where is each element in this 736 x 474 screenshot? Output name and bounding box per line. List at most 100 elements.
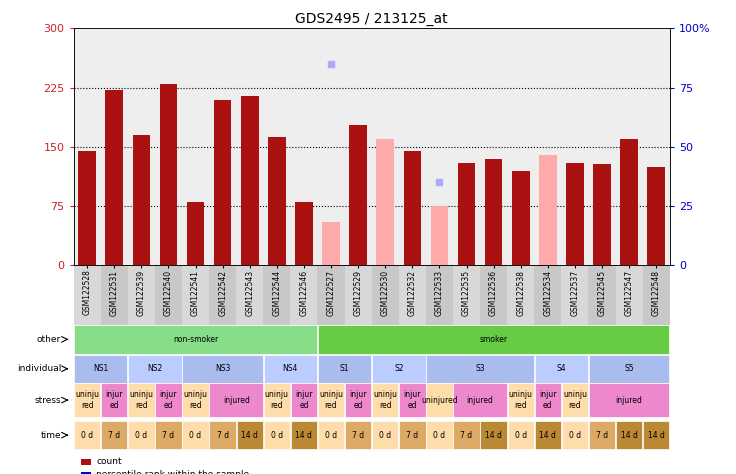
- Text: injured: injured: [616, 396, 643, 404]
- Bar: [372, 421, 398, 449]
- Bar: [183, 383, 209, 417]
- Text: 14 d: 14 d: [241, 431, 258, 439]
- Bar: [426, 383, 453, 417]
- Text: individual: individual: [17, 365, 61, 373]
- Bar: [128, 355, 182, 383]
- Text: NS3: NS3: [215, 365, 230, 373]
- Text: 7 d: 7 d: [596, 431, 608, 439]
- Bar: [128, 421, 155, 449]
- Bar: [263, 265, 291, 325]
- Text: S2: S2: [394, 365, 403, 373]
- Bar: [399, 265, 426, 325]
- Text: 14 d: 14 d: [620, 431, 637, 439]
- Text: stress: stress: [35, 396, 61, 404]
- Bar: [508, 383, 534, 417]
- Bar: [318, 355, 371, 383]
- Bar: [562, 383, 588, 417]
- Bar: [81, 472, 91, 474]
- Bar: [643, 265, 670, 325]
- Text: uninju
red: uninju red: [319, 391, 343, 410]
- Text: 0 d: 0 d: [271, 431, 283, 439]
- Bar: [318, 421, 344, 449]
- Text: 14 d: 14 d: [295, 431, 312, 439]
- Text: uninju
red: uninju red: [130, 391, 153, 410]
- Text: 7 d: 7 d: [216, 431, 229, 439]
- Text: uninju
red: uninju red: [75, 391, 99, 410]
- Text: S1: S1: [340, 365, 350, 373]
- Bar: [74, 383, 100, 417]
- Text: 0 d: 0 d: [135, 431, 147, 439]
- Bar: [589, 265, 615, 325]
- Bar: [620, 139, 638, 265]
- Bar: [236, 265, 263, 325]
- Bar: [263, 383, 290, 417]
- Bar: [187, 202, 205, 265]
- Bar: [183, 421, 209, 449]
- Bar: [241, 96, 258, 265]
- Text: 0 d: 0 d: [434, 431, 445, 439]
- Bar: [105, 90, 123, 265]
- Bar: [453, 421, 480, 449]
- Bar: [128, 265, 155, 325]
- Bar: [210, 421, 236, 449]
- Text: S4: S4: [556, 365, 566, 373]
- Bar: [453, 265, 480, 325]
- Bar: [616, 421, 643, 449]
- Bar: [263, 421, 290, 449]
- Bar: [101, 383, 127, 417]
- Bar: [566, 163, 584, 265]
- Bar: [372, 355, 425, 383]
- Bar: [74, 421, 100, 449]
- Bar: [426, 421, 453, 449]
- Text: percentile rank within the sample: percentile rank within the sample: [96, 471, 250, 474]
- Bar: [534, 383, 561, 417]
- Text: 0 d: 0 d: [189, 431, 202, 439]
- Title: GDS2495 / 213125_at: GDS2495 / 213125_at: [295, 12, 448, 26]
- Bar: [481, 421, 507, 449]
- Bar: [128, 383, 155, 417]
- Bar: [74, 325, 317, 354]
- Bar: [431, 206, 448, 265]
- Bar: [132, 135, 150, 265]
- Bar: [210, 383, 263, 417]
- Bar: [648, 167, 665, 265]
- Bar: [376, 139, 394, 265]
- Text: 7 d: 7 d: [461, 431, 473, 439]
- Bar: [209, 265, 236, 325]
- Bar: [426, 265, 453, 325]
- Bar: [322, 222, 340, 265]
- Bar: [263, 355, 317, 383]
- Bar: [317, 265, 344, 325]
- Bar: [426, 355, 534, 383]
- Text: time: time: [40, 431, 61, 439]
- Text: injured: injured: [467, 396, 494, 404]
- Text: 7 d: 7 d: [406, 431, 418, 439]
- Bar: [78, 151, 96, 265]
- Bar: [534, 355, 588, 383]
- Text: 7 d: 7 d: [163, 431, 174, 439]
- Text: uninju
red: uninju red: [509, 391, 533, 410]
- Text: 0 d: 0 d: [379, 431, 392, 439]
- Bar: [458, 163, 475, 265]
- Bar: [155, 265, 182, 325]
- Bar: [589, 383, 669, 417]
- Bar: [74, 355, 127, 383]
- Bar: [74, 265, 101, 325]
- Text: NS1: NS1: [93, 365, 108, 373]
- Text: NS2: NS2: [147, 365, 163, 373]
- Text: NS4: NS4: [283, 365, 298, 373]
- Bar: [268, 137, 286, 265]
- Bar: [345, 383, 371, 417]
- Text: injur
ed: injur ed: [403, 391, 421, 410]
- Text: 7 d: 7 d: [108, 431, 120, 439]
- Bar: [81, 459, 91, 465]
- Text: injur
ed: injur ed: [350, 391, 367, 410]
- Bar: [291, 265, 317, 325]
- Bar: [155, 383, 182, 417]
- Bar: [399, 421, 425, 449]
- Bar: [291, 383, 317, 417]
- Text: uninju
red: uninju red: [265, 391, 289, 410]
- Bar: [155, 421, 182, 449]
- Text: uninjured: uninjured: [421, 396, 458, 404]
- Text: S3: S3: [475, 365, 485, 373]
